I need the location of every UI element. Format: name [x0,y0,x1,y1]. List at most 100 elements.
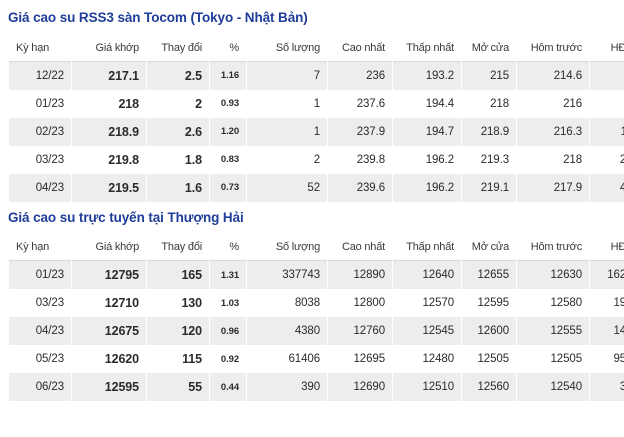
cell-change: 1.8 [147,145,209,174]
cell-percent: 0.83 [210,145,246,174]
cell-term: 05/23 [9,345,71,373]
cell-high: 237.6 [328,89,392,118]
column-header-high[interactable]: Cao nhất [328,236,392,261]
table-row[interactable]: 04/23 12675 120 0.96 4380 12760 12545 12… [9,317,624,345]
cell-openinterest: 95997 [590,345,624,373]
column-header-change[interactable]: Thay đổi [147,36,209,62]
cell-change: 2.6 [147,117,209,146]
column-header-volume[interactable]: Số lượng [247,36,327,62]
column-header-price[interactable]: Giá khớp [72,36,146,62]
cell-percent: 0.93 [210,89,246,118]
cell-term: 02/23 [9,117,71,146]
cell-term: 04/23 [9,317,71,345]
cell-high: 12695 [328,345,392,373]
cell-prev: 12580 [517,289,589,317]
cell-price: 12675 [72,317,146,345]
cell-openinterest: 4644 [590,173,624,202]
cell-openinterest: 19467 [590,289,624,317]
cell-price: 218.9 [72,117,146,146]
cell-high: 239.8 [328,145,392,174]
column-header-high[interactable]: Cao nhất [328,36,392,62]
cell-prev: 12630 [517,261,589,289]
table-row[interactable]: 02/23 218.9 2.6 1.20 1 237.9 194.7 218.9… [9,117,624,146]
cell-change: 2 [147,89,209,118]
cell-volume: 337743 [247,261,327,289]
cell-prev: 216.3 [517,117,589,146]
column-header-open[interactable]: Mở cửa [462,36,516,62]
cell-low: 194.4 [393,89,461,118]
cell-term: 03/23 [9,145,71,174]
cell-term: 01/23 [9,89,71,118]
cell-volume: 61406 [247,345,327,373]
cell-prev: 217.9 [517,173,589,202]
table-row[interactable]: 03/23 219.8 1.8 0.83 2 239.8 196.2 219.3… [9,145,624,174]
table-row[interactable]: 01/23 12795 165 1.31 337743 12890 12640 … [9,261,624,289]
cell-low: 12640 [393,261,461,289]
cell-prev: 12555 [517,317,589,345]
cell-open: 12595 [462,289,516,317]
section-tocom: Giá cao su RSS3 sàn Tocom (Tokyo - Nhật … [8,0,624,202]
table-row[interactable]: 06/23 12595 55 0.44 390 12690 12510 1256… [9,373,624,401]
cell-prev: 12540 [517,373,589,401]
table-row[interactable]: 12/22 217.1 2.5 1.16 7 236 193.2 215 214… [9,61,624,90]
cell-term: 01/23 [9,261,71,289]
column-header-volume[interactable]: Số lượng [247,236,327,261]
price-table-shanghai: Kỳ hạn Giá khớp Thay đổi % Số lượng Cao … [8,236,624,401]
column-header-percent[interactable]: % [210,236,246,261]
cell-high: 237.9 [328,117,392,146]
cell-price: 12710 [72,289,146,317]
cell-openinterest: 678 [590,61,624,90]
cell-open: 215 [462,61,516,90]
cell-openinterest: 14683 [590,317,624,345]
column-header-low[interactable]: Thấp nhất [393,36,461,62]
column-header-term[interactable]: Kỳ hạn [9,236,71,261]
cell-volume: 1 [247,89,327,118]
cell-prev: 12505 [517,345,589,373]
table-header-row: Kỳ hạn Giá khớp Thay đổi % Số lượng Cao … [9,236,624,261]
cell-openinterest: 3408 [590,373,624,401]
cell-change: 115 [147,345,209,373]
cell-volume: 4380 [247,317,327,345]
cell-price: 219.5 [72,173,146,202]
column-header-low[interactable]: Thấp nhất [393,236,461,261]
column-header-open[interactable]: Mở cửa [462,236,516,261]
column-header-openinterest[interactable]: HĐ Mở [590,36,624,62]
cell-percent: 0.96 [210,317,246,345]
cell-change: 1.6 [147,173,209,202]
cell-low: 196.2 [393,173,461,202]
section-shanghai: Giá cao su trực tuyến tại Thượng Hải Kỳ … [8,202,624,401]
table-row[interactable]: 05/23 12620 115 0.92 61406 12695 12480 1… [9,345,624,373]
column-header-price[interactable]: Giá khớp [72,236,146,261]
cell-term: 06/23 [9,373,71,401]
column-header-percent[interactable]: % [210,36,246,62]
column-header-term[interactable]: Kỳ hạn [9,36,71,62]
cell-low: 12480 [393,345,461,373]
price-table-tocom: Kỳ hạn Giá khớp Thay đổi % Số lượng Cao … [8,36,624,202]
column-header-change[interactable]: Thay đổi [147,236,209,261]
cell-term: 04/23 [9,173,71,202]
column-header-prev[interactable]: Hôm trước [517,36,589,62]
column-header-prev[interactable]: Hôm trước [517,236,589,261]
cell-low: 193.2 [393,61,461,90]
table-header-tocom: Kỳ hạn Giá khớp Thay đổi % Số lượng Cao … [9,36,624,62]
cell-openinterest: 162078 [590,261,624,289]
cell-change: 130 [147,289,209,317]
column-header-openinterest[interactable]: HĐ Mở [590,236,624,261]
cell-percent: 0.92 [210,345,246,373]
cell-low: 12545 [393,317,461,345]
cell-price: 218 [72,89,146,118]
table-row[interactable]: 01/23 218 2 0.93 1 237.6 194.4 218 216 6… [9,89,624,118]
cell-open: 218.9 [462,117,516,146]
cell-percent: 1.16 [210,61,246,90]
table-body-shanghai: 01/23 12795 165 1.31 337743 12890 12640 … [9,261,624,401]
table-row[interactable]: 04/23 219.5 1.6 0.73 52 239.6 196.2 219.… [9,173,624,202]
cell-percent: 1.31 [210,261,246,289]
cell-price: 219.8 [72,145,146,174]
table-header-row: Kỳ hạn Giá khớp Thay đổi % Số lượng Cao … [9,36,624,62]
cell-price: 12595 [72,373,146,401]
cell-openinterest: 1152 [590,117,624,146]
cell-volume: 7 [247,61,327,90]
cell-high: 12890 [328,261,392,289]
table-row[interactable]: 03/23 12710 130 1.03 8038 12800 12570 12… [9,289,624,317]
